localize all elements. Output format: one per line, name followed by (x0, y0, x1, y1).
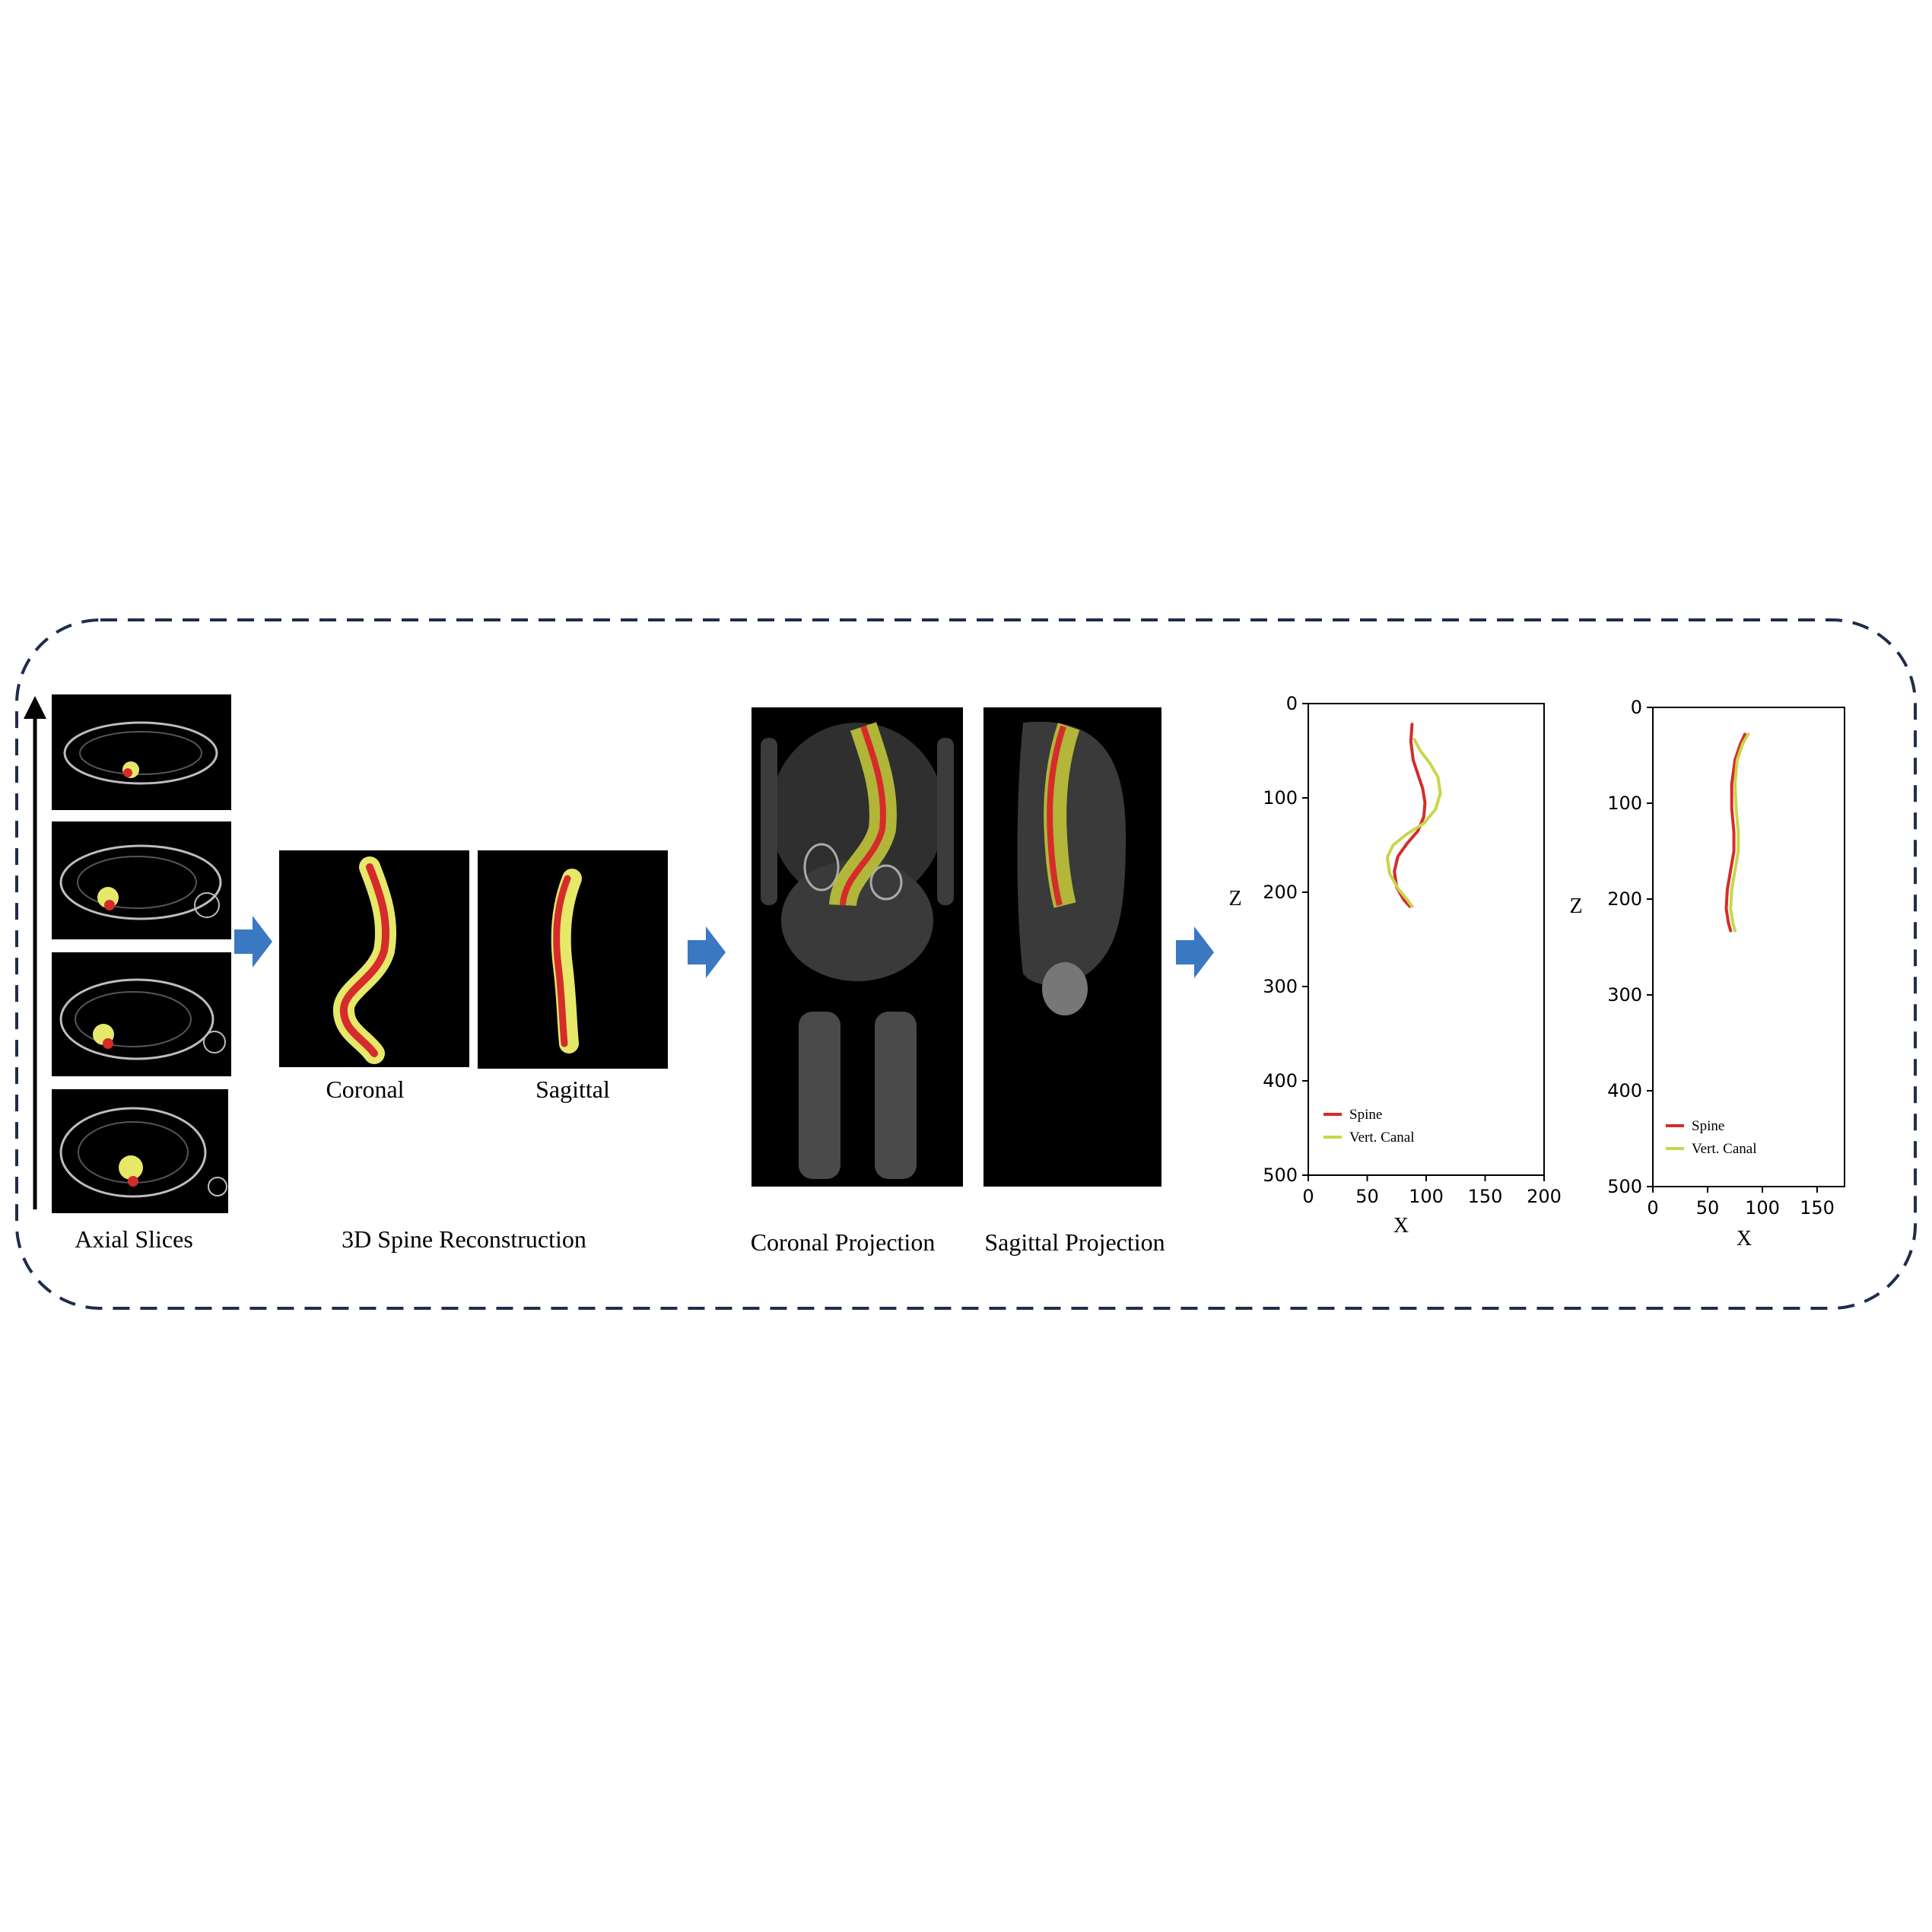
y-tick-label: 200 (1607, 888, 1642, 910)
reconstruction-coronal-image (279, 850, 469, 1067)
coronal-projection-image (752, 707, 963, 1187)
flow-arrow-3 (1176, 926, 1214, 978)
flow-arrow-1 (234, 916, 272, 968)
axial-slices (52, 694, 231, 1213)
x-tick-label: 200 (1527, 1186, 1562, 1207)
caption-sagittal: Sagittal (535, 1076, 610, 1103)
chart-coronal-centerline: 0 50 100 150 200 0 100 200 300 400 500 Spine Vert.… (1228, 693, 1561, 1238)
y-tick-label: 100 (1263, 787, 1298, 809)
axial-slice-4 (52, 1089, 228, 1213)
sagittal-projection-image (983, 707, 1161, 1187)
y-tick-label: 200 (1263, 882, 1298, 903)
chart-1-ylabel: Z (1228, 887, 1241, 910)
x-tick-label: 150 (1468, 1186, 1503, 1207)
legend-spine-label: Spine (1349, 1107, 1382, 1123)
chart-2-plot-area (1652, 707, 1845, 1187)
y-tick-label: 300 (1263, 976, 1298, 997)
chart-2-ylabel: Z (1569, 895, 1582, 918)
y-tick-label: 500 (1607, 1176, 1642, 1197)
caption-coronal-projection: Coronal Projection (751, 1228, 936, 1256)
caption-axial-slices: Axial Slices (75, 1225, 193, 1253)
y-tick-label: 400 (1607, 1080, 1642, 1101)
series-line-vert-canal (1385, 738, 1442, 908)
legend-spine-label: Spine (1692, 1118, 1724, 1134)
y-tick-label: 0 (1286, 693, 1298, 714)
x-tick-label: 100 (1409, 1186, 1444, 1207)
axial-slice-2 (52, 821, 231, 939)
y-tick-label: 400 (1263, 1070, 1298, 1092)
reconstruction-sagittal-image (478, 850, 668, 1069)
y-tick-label: 300 (1607, 984, 1642, 1006)
flow-arrow-2 (688, 926, 726, 978)
x-tick-label: 50 (1355, 1186, 1379, 1207)
chart-2-xlabel: X (1737, 1227, 1752, 1250)
y-tick-label: 100 (1607, 793, 1642, 814)
x-tick-label: 0 (1302, 1186, 1314, 1207)
chart-sagittal-centerline: 0 50 100 150 0 100 200 300 400 500 Spine Vert. Ca… (1569, 697, 1845, 1250)
caption-coronal: Coronal (326, 1076, 404, 1103)
chart-1-xlabel: X (1393, 1214, 1409, 1238)
x-tick-label: 150 (1800, 1197, 1835, 1219)
series-line-vert-canal (1729, 732, 1750, 933)
chart-1-legend: Spine Vert. Canal (1323, 1107, 1414, 1146)
series-line-spine (1724, 732, 1746, 933)
legend-canal-label: Vert. Canal (1692, 1141, 1756, 1157)
x-tick-label: 100 (1745, 1197, 1780, 1219)
y-tick-label: 0 (1631, 697, 1642, 718)
caption-3d-reconstruction: 3D Spine Reconstruction (342, 1225, 586, 1253)
caption-sagittal-projection: Sagittal Projection (984, 1228, 1165, 1256)
y-tick-label: 500 (1263, 1165, 1298, 1186)
x-tick-label: 0 (1647, 1197, 1658, 1219)
chart-2-legend: Spine Vert. Canal (1666, 1118, 1756, 1157)
legend-canal-label: Vert. Canal (1349, 1130, 1414, 1146)
chart-1-plot-area (1308, 703, 1545, 1176)
axial-slice-1 (52, 694, 231, 810)
x-tick-label: 50 (1696, 1197, 1720, 1219)
axial-slice-3 (52, 952, 231, 1076)
dashed-frame (15, 618, 1917, 1310)
